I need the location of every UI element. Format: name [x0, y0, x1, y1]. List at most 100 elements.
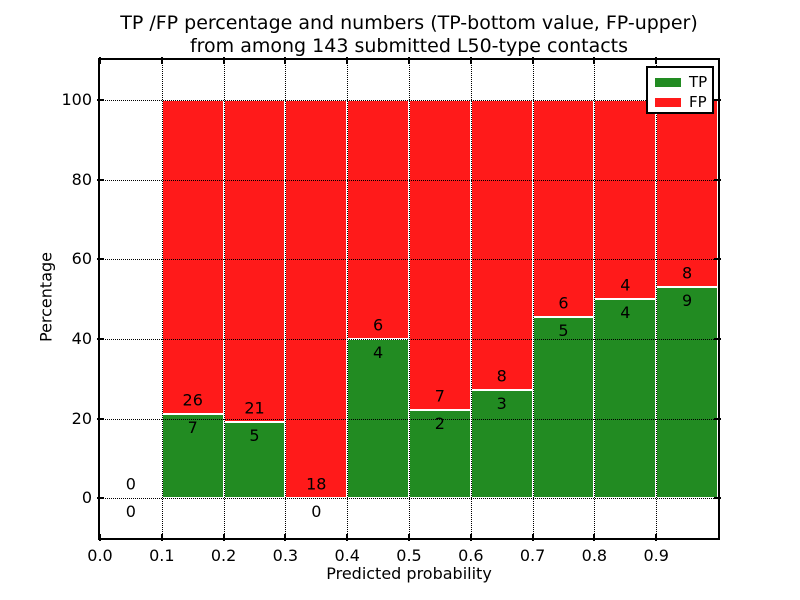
tp-color-swatch-icon	[655, 77, 681, 87]
legend-item-tp: TP	[648, 72, 712, 92]
y-tick-label: 0	[81, 488, 92, 508]
tick-mark-right	[714, 178, 721, 181]
x-tick-label: 0.6	[458, 546, 484, 565]
y-tick-label: 40	[71, 328, 92, 348]
bar-fp-segment	[594, 99, 657, 299]
tick-mark-top	[160, 57, 163, 64]
plot-area: TP FP 0 0 26 7 21 5 18 0 6 4 7 2 8 3 6 5 4 4 8 9	[97, 57, 721, 541]
bar-count-label-fp: 7	[434, 386, 445, 406]
x-tick-label: 0.5	[396, 546, 422, 565]
tick-mark-left	[97, 98, 104, 101]
tick-mark-right	[714, 258, 721, 261]
gridline-x	[347, 60, 349, 538]
bar-count-label-fp: 8	[682, 263, 693, 283]
bar-tp-segment	[161, 413, 224, 499]
axis-spine-right	[718, 58, 720, 540]
y-tick-label: 100	[61, 89, 92, 109]
bar-fp-segment	[161, 99, 224, 414]
x-tick-label: 0.3	[272, 546, 299, 565]
legend-label-fp: FP	[689, 92, 707, 111]
bar-fp-segment	[285, 99, 348, 499]
tick-mark-bottom	[531, 534, 534, 541]
tick-mark-left	[97, 258, 104, 261]
tick-mark-bottom	[593, 534, 596, 541]
bar-count-label-tp: 9	[682, 291, 693, 311]
tick-mark-bottom	[469, 534, 472, 541]
gridline-x	[656, 60, 658, 538]
legend-label-tp: TP	[689, 72, 708, 91]
bar-count-label-tp: 4	[373, 342, 384, 362]
tick-mark-top	[346, 57, 349, 64]
tick-mark-left	[97, 417, 104, 420]
bar-tp-segment	[470, 389, 533, 499]
bar-tp-segment	[656, 287, 718, 499]
bar-count-label-tp: 0	[311, 502, 322, 522]
tick-mark-bottom	[408, 534, 410, 541]
bar-fp-segment	[347, 99, 409, 339]
bar-count-label-fp: 26	[182, 390, 203, 410]
bar-count-label-fp: 18	[306, 474, 327, 494]
fp-color-swatch-icon	[655, 97, 681, 107]
bar-count-label-tp: 2	[434, 413, 445, 433]
bar-count-label-tp: 3	[496, 393, 507, 413]
bar-count-label-tp: 0	[125, 502, 136, 522]
tick-mark-bottom	[222, 534, 225, 541]
tick-mark-right	[714, 497, 721, 500]
tick-mark-right	[714, 337, 721, 340]
tick-mark-left	[97, 497, 104, 500]
bar-count-label-fp: 8	[496, 365, 507, 385]
bar-count-label-tp: 7	[187, 417, 198, 437]
bar-count-label-fp: 0	[125, 474, 136, 494]
y-tick-label: 80	[71, 169, 92, 189]
bar-fp-segment	[470, 99, 533, 390]
legend-item-fp: FP	[648, 92, 712, 112]
tick-mark-top	[222, 57, 225, 64]
tick-mark-top	[99, 57, 101, 64]
x-tick-label: 0.0	[87, 546, 113, 565]
chart-title-line1: TP /FP percentage and numbers (TP-bottom…	[120, 12, 698, 34]
tick-mark-top	[469, 57, 472, 64]
bar-count-label-fp: 21	[244, 397, 265, 417]
bar-tp-segment	[409, 409, 471, 499]
tick-mark-top	[408, 57, 410, 64]
x-tick-label: 0.7	[519, 546, 546, 565]
tick-mark-right	[714, 98, 721, 101]
bar-count-label-tp: 5	[558, 321, 569, 341]
gridline-x	[161, 60, 163, 538]
bar-count-label-tp: 5	[249, 425, 260, 445]
tick-mark-right	[714, 417, 721, 420]
bar-tp-segment	[532, 317, 595, 499]
tick-mark-top	[593, 57, 596, 64]
y-tick-label: 60	[71, 249, 92, 269]
tick-mark-left	[97, 337, 104, 340]
bar-tp-segment	[223, 421, 286, 499]
x-tick-label: 0.4	[334, 546, 360, 565]
bar-count-label-tp: 4	[620, 303, 631, 322]
tick-mark-bottom	[160, 534, 163, 541]
x-tick-label: 0.2	[210, 546, 237, 565]
tick-mark-bottom	[346, 534, 349, 541]
x-tick-label: 0.8	[581, 546, 608, 565]
bar-tp-segment	[594, 299, 657, 499]
bar-fp-segment	[532, 99, 595, 318]
x-tick-label: 0.1	[149, 546, 175, 565]
tick-mark-top	[531, 57, 534, 64]
gridline-x	[594, 60, 596, 538]
chart-title-line2: from among 143 submitted L50-type contac…	[189, 35, 629, 57]
tick-mark-bottom	[655, 534, 658, 541]
gridline-x	[470, 60, 472, 538]
gridline-x	[532, 60, 534, 538]
tick-mark-bottom	[284, 534, 287, 541]
tick-mark-top	[284, 57, 287, 64]
tick-mark-bottom	[99, 534, 101, 541]
bar-fp-segment	[409, 99, 471, 410]
gridline-x	[409, 60, 410, 538]
gridline-x	[285, 60, 287, 538]
bar-count-label-fp: 6	[558, 293, 569, 313]
tick-mark-top	[655, 57, 658, 64]
bar-count-label-fp: 4	[620, 275, 631, 295]
tick-mark-left	[97, 178, 104, 181]
y-tick-label: 20	[71, 408, 92, 428]
gridline-x	[223, 60, 225, 538]
